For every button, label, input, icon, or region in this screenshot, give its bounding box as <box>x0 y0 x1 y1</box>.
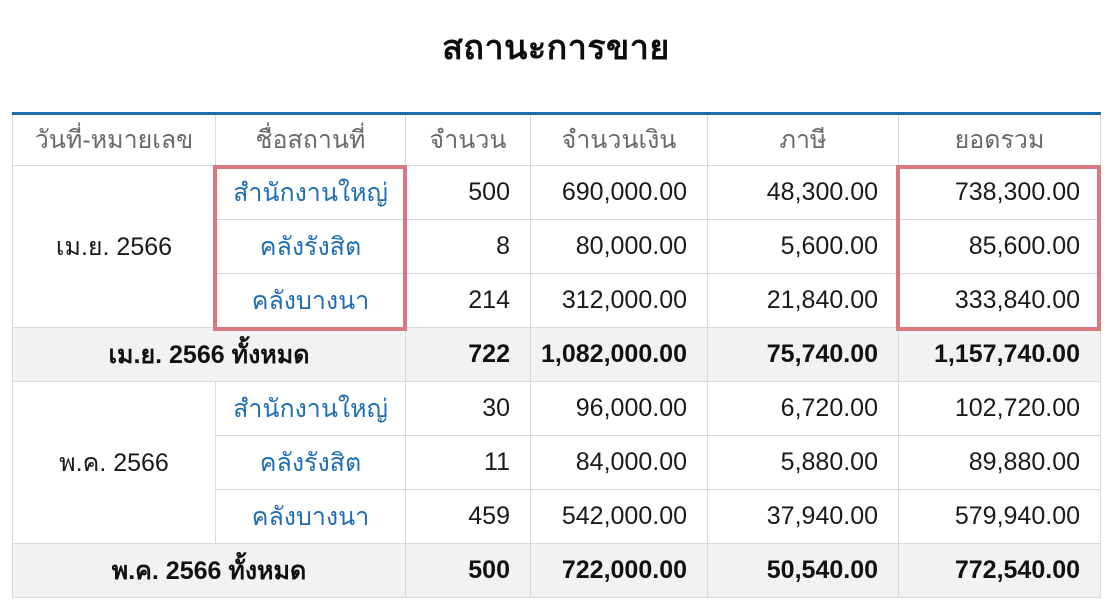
amount-cell: 84,000.00 <box>530 435 708 490</box>
tax-cell: 21,840.00 <box>707 273 899 328</box>
col-header-date-number: วันที่-หมายเลข <box>12 113 216 166</box>
total-cell: 738,300.00 <box>898 165 1101 220</box>
amount-cell: 312,000.00 <box>530 273 708 328</box>
tax-cell: 5,600.00 <box>707 219 899 274</box>
place-link-bangna-warehouse[interactable]: คลังบางนา <box>215 489 406 544</box>
col-header-place-name: ชื่อสถานที่ <box>215 113 406 166</box>
table-row: คลังบางนา 214 312,000.00 21,840.00 333,8… <box>13 273 1101 328</box>
quantity-cell: 30 <box>405 381 531 436</box>
tax-cell: 5,880.00 <box>707 435 899 490</box>
place-link-bangna-warehouse[interactable]: คลังบางนา <box>215 273 406 328</box>
subtotal-tax-cell: 75,740.00 <box>707 327 899 382</box>
quantity-cell: 459 <box>405 489 531 544</box>
table-row: คลังรังสิต 11 84,000.00 5,880.00 89,880.… <box>13 435 1101 490</box>
quantity-cell: 11 <box>405 435 531 490</box>
total-cell: 85,600.00 <box>898 219 1101 274</box>
col-header-tax: ภาษี <box>707 113 899 166</box>
subtotal-amount-cell: 722,000.00 <box>530 543 708 598</box>
table-row: คลังบางนา 459 542,000.00 37,940.00 579,9… <box>13 489 1101 544</box>
table-row: เม.ย. 2566 สำนักงานใหญ่ 500 690,000.00 4… <box>12 165 1101 328</box>
tax-cell: 48,300.00 <box>707 165 899 220</box>
amount-cell: 542,000.00 <box>530 489 708 544</box>
table-row: พ.ค. 2566 สำนักงานใหญ่ 30 96,000.00 6,72… <box>12 381 1101 544</box>
amount-cell: 96,000.00 <box>530 381 708 436</box>
place-link-head-office[interactable]: สำนักงานใหญ่ <box>215 381 406 436</box>
sales-status-table: วันที่-หมายเลข ชื่อสถานที่ จำนวน จำนวนเง… <box>12 112 1101 598</box>
period-cell-may: พ.ค. 2566 <box>12 381 216 544</box>
subtotal-tax-cell: 50,540.00 <box>707 543 899 598</box>
total-cell: 102,720.00 <box>898 381 1101 436</box>
total-cell: 333,840.00 <box>898 273 1101 328</box>
subtotal-quantity-cell: 722 <box>405 327 531 382</box>
amount-cell: 690,000.00 <box>530 165 708 220</box>
quantity-cell: 214 <box>405 273 531 328</box>
subtotal-total-cell: 772,540.00 <box>898 543 1101 598</box>
tax-cell: 6,720.00 <box>707 381 899 436</box>
subtotal-label-may: พ.ค. 2566 ทั้งหมด <box>12 543 406 598</box>
subtotal-quantity-cell: 500 <box>405 543 531 598</box>
place-link-rangsit-warehouse[interactable]: คลังรังสิต <box>215 219 406 274</box>
subtotal-total-cell: 1,157,740.00 <box>898 327 1101 382</box>
subtotal-amount-cell: 1,082,000.00 <box>530 327 708 382</box>
subtotal-row-april: เม.ย. 2566 ทั้งหมด 722 1,082,000.00 75,7… <box>12 327 1101 382</box>
sales-table-container: วันที่-หมายเลข ชื่อสถานที่ จำนวน จำนวนเง… <box>12 112 1101 598</box>
col-header-grand-total: ยอดรวม <box>898 113 1101 166</box>
subtotal-row-may: พ.ค. 2566 ทั้งหมด 500 722,000.00 50,540.… <box>12 543 1101 598</box>
tax-cell: 37,940.00 <box>707 489 899 544</box>
page-title: สถานะการขาย <box>442 29 670 67</box>
subtotal-label-april: เม.ย. 2566 ทั้งหมด <box>12 327 406 382</box>
table-row: คลังรังสิต 8 80,000.00 5,600.00 85,600.0… <box>13 219 1101 274</box>
amount-cell: 80,000.00 <box>530 219 708 274</box>
quantity-cell: 500 <box>405 165 531 220</box>
col-header-quantity: จำนวน <box>405 113 531 166</box>
place-link-rangsit-warehouse[interactable]: คลังรังสิต <box>215 435 406 490</box>
table-header-row: วันที่-หมายเลข ชื่อสถานที่ จำนวน จำนวนเง… <box>12 113 1101 166</box>
col-header-amount: จำนวนเงิน <box>530 113 708 166</box>
period-cell-april: เม.ย. 2566 <box>12 165 216 328</box>
total-cell: 579,940.00 <box>898 489 1101 544</box>
total-cell: 89,880.00 <box>898 435 1101 490</box>
place-link-head-office[interactable]: สำนักงานใหญ่ <box>215 165 406 220</box>
quantity-cell: 8 <box>405 219 531 274</box>
